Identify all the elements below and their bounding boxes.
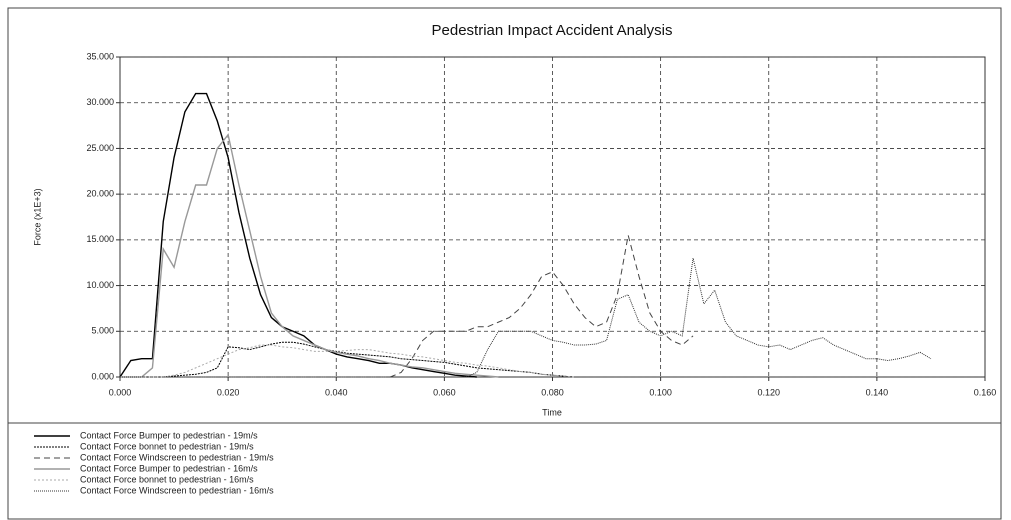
legend-label: Contact Force Bumper to pedestrian - 16m… — [80, 463, 258, 473]
series-line — [119, 92, 477, 378]
y-axis-label: Force (x1E+3) — [32, 188, 42, 245]
x-tick-label: 0.080 — [541, 387, 564, 397]
y-tick-label: 30.000 — [86, 97, 114, 107]
legend-label: Contact Force Windscreen to pedestrian -… — [80, 452, 274, 462]
x-tick-label: 0.100 — [649, 387, 672, 397]
chart-title: Pedestrian Impact Accident Analysis — [432, 22, 673, 39]
x-tick-label: 0.060 — [433, 387, 456, 397]
y-tick-label: 10.000 — [86, 280, 114, 290]
x-tick-label: 0.160 — [974, 387, 997, 397]
x-tick-label: 0.040 — [325, 387, 348, 397]
series-line — [120, 344, 575, 378]
x-tick-label: 0.120 — [757, 387, 780, 397]
y-tick-label: 0.000 — [91, 371, 114, 381]
legend-label: Contact Force bonnet to pedestrian - 16m… — [80, 474, 254, 484]
y-tick-label: 5.000 — [91, 326, 114, 336]
y-tick-label: 15.000 — [86, 234, 114, 244]
y-tick-label: 20.000 — [86, 189, 114, 199]
series-line — [120, 341, 575, 378]
y-tick-label: 25.000 — [86, 143, 114, 153]
series-line — [120, 133, 499, 378]
x-axis-label: Time — [542, 407, 562, 417]
legend-label: Contact Force Bumper to pedestrian - 19m… — [80, 430, 258, 440]
y-tick-label: 35.000 — [86, 51, 114, 61]
x-tick-label: 0.140 — [866, 387, 889, 397]
x-tick-label: 0.000 — [109, 387, 132, 397]
legend-label: Contact Force Windscreen to pedestrian -… — [80, 485, 274, 495]
chart-frame — [7, 7, 1002, 424]
legend-frame — [7, 422, 1002, 520]
x-tick-label: 0.020 — [217, 387, 240, 397]
legend-label: Contact Force bonnet to pedestrian - 19m… — [80, 441, 254, 451]
